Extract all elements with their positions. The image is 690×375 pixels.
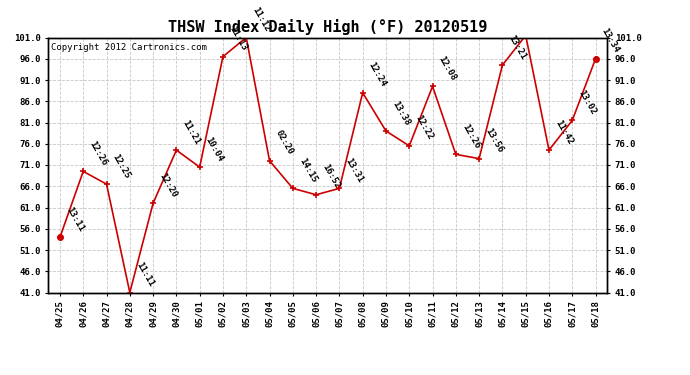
Text: 13:56: 13:56 [483, 127, 504, 154]
Text: 13:02: 13:02 [576, 88, 598, 116]
Text: 13:11: 13:11 [64, 205, 86, 233]
Text: 02:20: 02:20 [274, 129, 295, 157]
Title: THSW Index Daily High (°F) 20120519: THSW Index Daily High (°F) 20120519 [168, 19, 487, 35]
Text: 11:42: 11:42 [553, 118, 574, 146]
Text: 13:31: 13:31 [344, 156, 365, 184]
Text: 11:11: 11:11 [134, 261, 155, 288]
Text: 12:20: 12:20 [157, 171, 179, 199]
Text: 11:12: 11:12 [250, 6, 272, 33]
Text: 12:25: 12:25 [110, 152, 132, 180]
Text: 12:23: 12:23 [0, 374, 1, 375]
Text: 11:21: 11:21 [181, 118, 201, 146]
Text: 11:13: 11:13 [227, 25, 248, 52]
Text: 13:21: 13:21 [506, 33, 528, 61]
Text: 12:26: 12:26 [88, 140, 108, 167]
Text: 10:04: 10:04 [204, 135, 225, 163]
Text: 12:26: 12:26 [460, 122, 481, 150]
Text: 14:15: 14:15 [297, 156, 318, 184]
Text: 12:08: 12:08 [437, 54, 458, 82]
Text: 13:38: 13:38 [390, 99, 411, 127]
Text: 12:24: 12:24 [367, 61, 388, 88]
Text: 13:34: 13:34 [600, 27, 621, 55]
Text: 16:52: 16:52 [320, 163, 342, 190]
Text: Copyright 2012 Cartronics.com: Copyright 2012 Cartronics.com [51, 43, 207, 52]
Text: 12:22: 12:22 [413, 114, 435, 142]
